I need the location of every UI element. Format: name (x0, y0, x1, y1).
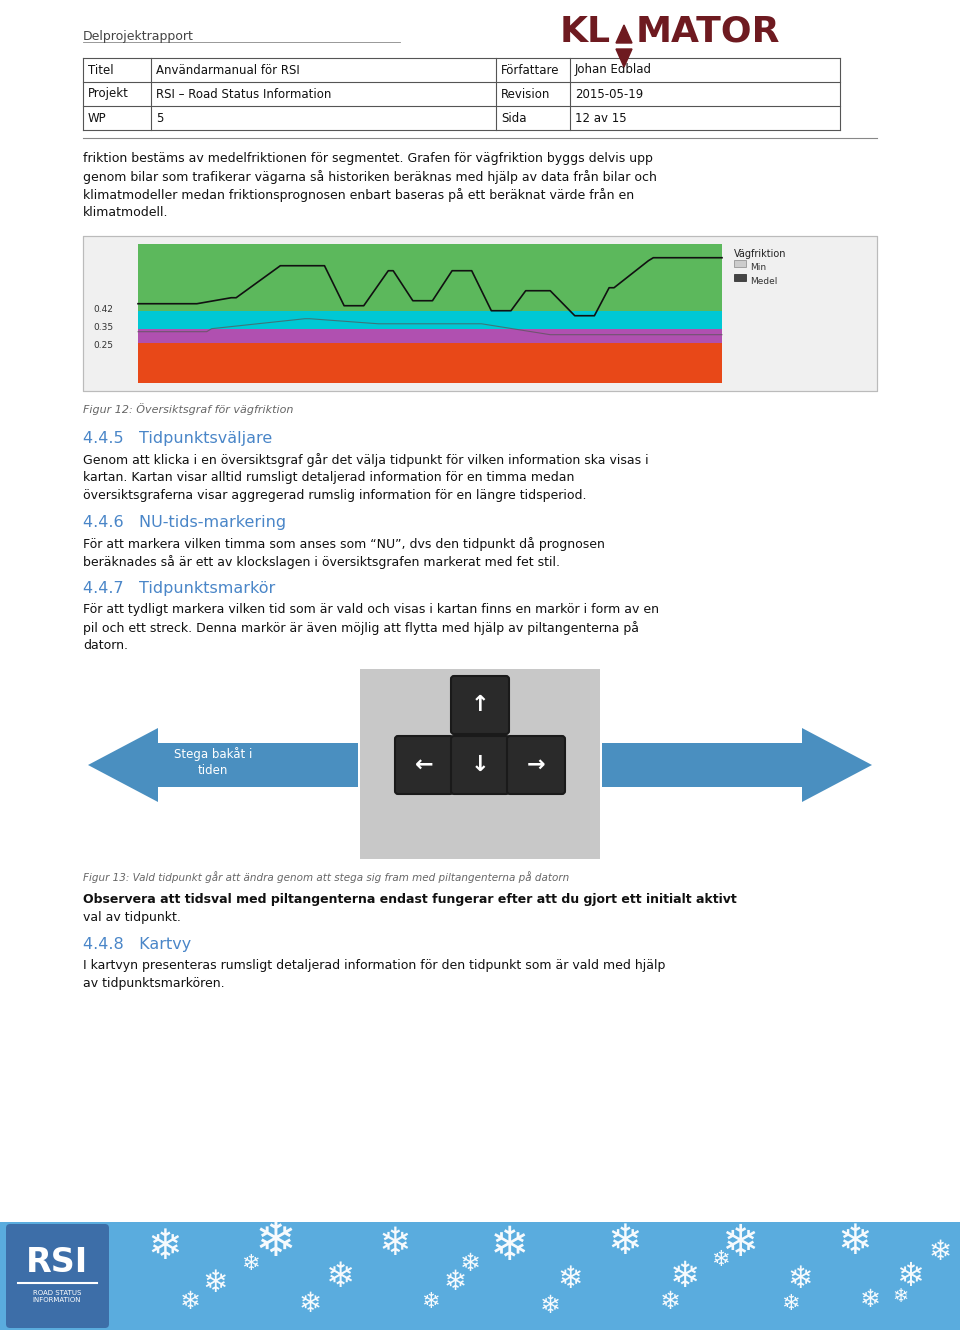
Text: ❄: ❄ (710, 1250, 730, 1270)
Text: Projekt: Projekt (88, 88, 129, 101)
Text: ❄: ❄ (892, 1287, 908, 1306)
Text: För att markera vilken timma som anses som “NU”, dvs den tidpunkt då prognosen: För att markera vilken timma som anses s… (83, 537, 605, 551)
Text: ❄: ❄ (780, 1294, 800, 1314)
Text: Stega bakåt i
tiden: Stega bakåt i tiden (174, 747, 252, 777)
Bar (83, 235, 877, 391)
Text: Figur 13: Vald tidpunkt går att ändra genom att stega sig fram med piltangentern: Figur 13: Vald tidpunkt går att ändra ge… (83, 871, 569, 883)
Text: ❄: ❄ (241, 1254, 259, 1274)
Text: 5: 5 (156, 112, 163, 125)
Text: kartan. Kartan visar alltid rumsligt detaljerad information för en timma medan: kartan. Kartan visar alltid rumsligt det… (83, 471, 574, 484)
Text: ❄: ❄ (721, 1222, 758, 1266)
Text: Användarmanual för RSI: Användarmanual för RSI (156, 64, 300, 77)
FancyBboxPatch shape (6, 1224, 109, 1327)
Text: ❄: ❄ (557, 1266, 583, 1294)
Text: ❄: ❄ (491, 1225, 530, 1270)
Text: Medel: Medel (750, 277, 778, 286)
Text: ❄: ❄ (180, 1290, 201, 1314)
Polygon shape (88, 728, 358, 802)
Bar (138, 343, 722, 383)
FancyBboxPatch shape (451, 735, 509, 794)
Text: För att tydligt markera vilken tid som är vald och visas i kartan finns en markö: För att tydligt markera vilken tid som ä… (83, 602, 659, 616)
Polygon shape (616, 25, 632, 43)
Text: Figur 12: Översiktsgraf för vägfriktion: Figur 12: Översiktsgraf för vägfriktion (83, 403, 294, 415)
Bar (138, 329, 722, 343)
Text: ←: ← (415, 755, 433, 775)
Text: 2015-05-19: 2015-05-19 (575, 88, 643, 101)
Text: val av tidpunkt.: val av tidpunkt. (83, 911, 180, 924)
Text: Titel: Titel (88, 64, 113, 77)
Text: ↓: ↓ (470, 755, 490, 775)
Text: 0.42: 0.42 (93, 305, 113, 314)
Bar (0, 0, 960, 105)
Text: genom bilar som trafikerar vägarna så historiken beräknas med hjälp av data från: genom bilar som trafikerar vägarna så hi… (83, 170, 657, 184)
Text: ❄: ❄ (325, 1260, 354, 1294)
Text: ❄: ❄ (660, 1290, 681, 1314)
Text: datorn.: datorn. (83, 638, 128, 652)
Bar (734, 274, 746, 281)
Text: 4.4.6   NU-tids-markering: 4.4.6 NU-tids-markering (83, 515, 286, 529)
Text: ❄: ❄ (254, 1218, 296, 1266)
Text: ❄: ❄ (859, 1287, 880, 1311)
FancyBboxPatch shape (451, 676, 509, 734)
Bar (360, 669, 600, 859)
Text: beräknades så är ett av klockslagen i översiktsgrafen markerat med fet stil.: beräknades så är ett av klockslagen i öv… (83, 555, 560, 569)
Text: klimatmodell.: klimatmodell. (83, 206, 169, 219)
Text: Observera att tidsval med piltangenterna endast fungerar efter att du gjort ett : Observera att tidsval med piltangenterna… (83, 892, 736, 906)
Text: ❄: ❄ (896, 1261, 924, 1294)
Text: ❄: ❄ (670, 1260, 700, 1294)
Text: ❄: ❄ (148, 1226, 182, 1267)
Text: pil och ett streck. Denna markör är även möjlig att flytta med hjälp av piltange: pil och ett streck. Denna markör är även… (83, 621, 639, 634)
Text: ❄: ❄ (378, 1225, 411, 1264)
Text: av tidpunktsmarkören.: av tidpunktsmarkören. (83, 978, 225, 990)
Text: I kartvyn presenteras rumsligt detaljerad information för den tidpunkt som är va: I kartvyn presenteras rumsligt detaljera… (83, 959, 665, 972)
Bar (734, 259, 746, 267)
Text: klimatmodeller medan friktionsprognosen enbart baseras på ett beräknat värde frå: klimatmodeller medan friktionsprognosen … (83, 188, 635, 202)
Text: ❄: ❄ (787, 1266, 813, 1294)
Text: ROAD STATUS
INFORMATION: ROAD STATUS INFORMATION (33, 1290, 82, 1303)
Bar (0, 1222, 960, 1330)
Text: ❄: ❄ (837, 1221, 873, 1264)
Bar (83, 235, 877, 391)
Text: ❄: ❄ (420, 1291, 440, 1311)
Text: Delprojektrapport: Delprojektrapport (83, 31, 194, 43)
Text: 0.25: 0.25 (93, 342, 113, 350)
Text: ❄: ❄ (299, 1290, 322, 1318)
Text: 4.4.5   Tidpunktsväljare: 4.4.5 Tidpunktsväljare (83, 431, 273, 446)
Text: ↑: ↑ (470, 696, 490, 716)
FancyBboxPatch shape (395, 735, 453, 794)
Text: 4.4.8   Kartvy: 4.4.8 Kartvy (83, 938, 191, 952)
Text: Stega framåt i
tiden: Stega framåt i tiden (904, 747, 960, 777)
Bar (138, 243, 722, 311)
Text: WP: WP (88, 112, 107, 125)
Text: 12 av 15: 12 av 15 (575, 112, 627, 125)
Text: Vägfriktion: Vägfriktion (734, 249, 786, 259)
Text: Sida: Sida (501, 112, 526, 125)
Text: KL: KL (560, 15, 611, 49)
Text: Min: Min (750, 263, 766, 273)
Text: RSI: RSI (26, 1246, 88, 1279)
Text: 4.4.7   Tidpunktsmarkör: 4.4.7 Tidpunktsmarkör (83, 581, 276, 596)
Text: ❄: ❄ (928, 1238, 951, 1266)
Text: Författare: Författare (501, 64, 560, 77)
Text: Genom att klicka i en översiktsgraf går det välja tidpunkt för vilken informatio: Genom att klicka i en översiktsgraf går … (83, 454, 649, 467)
Polygon shape (602, 728, 872, 802)
Text: översiktsgraferna visar aggregerad rumslig information för en längre tidsperiod.: översiktsgraferna visar aggregerad rumsl… (83, 489, 587, 501)
FancyBboxPatch shape (507, 735, 565, 794)
Text: ❄: ❄ (203, 1270, 228, 1298)
Text: ❄: ❄ (444, 1267, 467, 1295)
Text: ❄: ❄ (460, 1252, 481, 1275)
Text: Johan Edblad: Johan Edblad (575, 64, 652, 77)
Text: MATOR: MATOR (636, 15, 780, 49)
Text: friktion bestäms av medelfriktionen för segmentet. Grafen för vägfriktion byggs : friktion bestäms av medelfriktionen för … (83, 152, 653, 165)
Text: →: → (527, 755, 545, 775)
Text: Revision: Revision (501, 88, 550, 101)
Polygon shape (616, 49, 632, 66)
Text: ❄: ❄ (540, 1294, 561, 1318)
Text: 0.35: 0.35 (93, 323, 113, 332)
Text: RSI – Road Status Information: RSI – Road Status Information (156, 88, 331, 101)
Text: ❄: ❄ (608, 1221, 642, 1264)
Bar (138, 311, 722, 329)
